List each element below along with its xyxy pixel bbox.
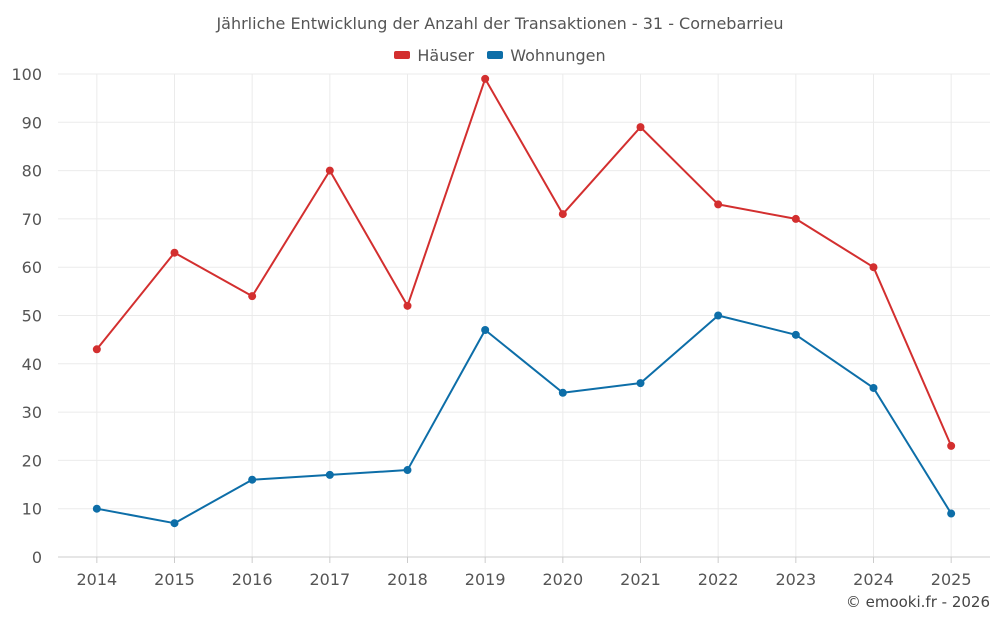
data-point-houses [325, 166, 334, 175]
x-tick-label: 2019 [465, 570, 506, 589]
data-point-houses [714, 200, 723, 209]
x-tick-label: 2020 [542, 570, 583, 589]
y-tick-label: 90 [22, 113, 42, 132]
y-tick-label: 80 [22, 162, 42, 181]
data-point-houses [947, 441, 956, 450]
data-point-houses [170, 248, 179, 257]
data-point-houses [558, 210, 567, 219]
y-tick-label: 0 [32, 548, 42, 567]
legend-swatch-houses [394, 51, 411, 59]
x-tick-label: 2017 [309, 570, 350, 589]
y-tick-label: 100 [11, 65, 42, 84]
series-line-apartments [96, 314, 953, 525]
data-point-apartments [947, 509, 956, 518]
legend-label-houses: Häuser [417, 45, 475, 65]
y-tick-label: 10 [22, 500, 42, 519]
x-tick-label: 2018 [387, 570, 428, 589]
data-point-houses [92, 345, 101, 354]
copyright-credit: © emooki.fr - 2026 [845, 593, 990, 611]
x-tick-label: 2014 [76, 570, 117, 589]
data-point-apartments [170, 519, 179, 528]
data-point-houses [869, 263, 878, 272]
series-line-houses [96, 77, 953, 447]
legend: Häuser Wohnungen [0, 44, 1000, 65]
data-point-apartments [248, 475, 257, 484]
y-tick-label: 20 [22, 451, 42, 470]
chart-title: Jährliche Entwicklung der Anzahl der Tra… [216, 14, 784, 33]
legend-item-houses[interactable]: Häuser [394, 46, 474, 65]
data-point-apartments [92, 504, 101, 513]
data-point-apartments [325, 470, 334, 479]
data-point-houses [248, 292, 257, 301]
data-point-houses [481, 74, 490, 83]
y-tick-label: 60 [22, 258, 42, 277]
x-tick-label: 2021 [620, 570, 661, 589]
x-tick-label: 2016 [232, 570, 273, 589]
x-tick-label: 2015 [154, 570, 195, 589]
y-tick-label: 70 [22, 210, 42, 229]
data-point-houses [791, 214, 800, 223]
y-tick-label: 50 [22, 307, 42, 326]
y-tick-label: 30 [22, 403, 42, 422]
data-point-apartments [403, 466, 412, 475]
data-point-apartments [869, 383, 878, 392]
legend-swatch-apartments [487, 51, 504, 59]
data-point-apartments [791, 330, 800, 339]
data-point-houses [403, 301, 412, 310]
x-tick-label: 2022 [698, 570, 739, 589]
data-point-houses [636, 123, 645, 132]
legend-item-apartments[interactable]: Wohnungen [487, 45, 606, 65]
x-tick-label: 2023 [775, 570, 816, 589]
y-tick-label: 40 [22, 355, 42, 374]
legend-label-apartments: Wohnungen [510, 45, 606, 65]
data-point-apartments [714, 311, 723, 320]
data-point-apartments [558, 388, 567, 397]
x-tick-label: 2024 [853, 570, 894, 589]
data-point-apartments [636, 379, 645, 388]
data-point-apartments [481, 325, 490, 334]
x-tick-label: 2025 [931, 570, 972, 589]
